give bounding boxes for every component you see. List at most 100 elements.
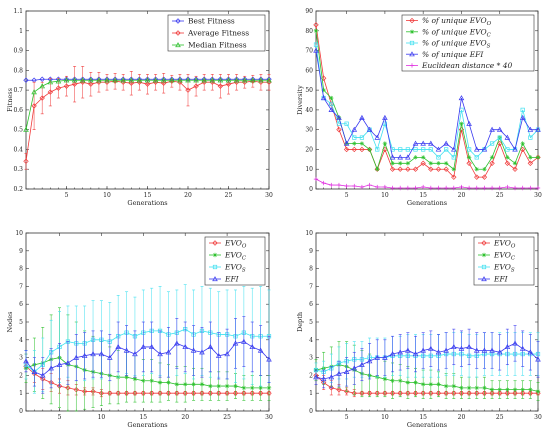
data-point xyxy=(183,382,188,387)
data-point xyxy=(489,126,495,132)
data-point xyxy=(436,155,441,160)
data-point xyxy=(535,154,541,161)
x-tick-label: 15 xyxy=(144,192,152,199)
data-point xyxy=(56,361,63,367)
data-point xyxy=(250,77,256,83)
data-point xyxy=(336,386,342,393)
data-point xyxy=(512,185,518,191)
data-point xyxy=(398,161,403,166)
data-point xyxy=(489,387,495,392)
data-point xyxy=(397,349,404,355)
data-point xyxy=(482,167,487,172)
data-point xyxy=(512,387,518,392)
data-point xyxy=(98,351,105,357)
x-tick-label: 5 xyxy=(58,414,62,421)
data-point xyxy=(412,140,419,146)
legend-entry: EVOO xyxy=(224,239,247,250)
y-tick-label: 1.1 xyxy=(13,8,23,15)
data-point xyxy=(115,343,121,350)
data-point xyxy=(182,343,189,350)
legend-entry: EFI xyxy=(224,275,240,284)
legend-entry: EFI xyxy=(493,275,509,284)
legend-marker xyxy=(481,264,487,270)
data-point xyxy=(474,385,479,391)
x-tick-label: 30 xyxy=(534,192,542,199)
data-point xyxy=(359,184,365,190)
series-3 xyxy=(23,77,272,132)
data-point xyxy=(474,155,479,160)
series-line xyxy=(25,80,269,162)
y-tick-label: 70 xyxy=(305,48,313,55)
data-point xyxy=(313,22,319,28)
data-point xyxy=(352,141,357,146)
data-point xyxy=(428,185,434,191)
x-tick-label: 10 xyxy=(381,414,389,421)
data-point xyxy=(497,387,502,392)
chart-panel-4: 0 1 2 3 4 5 6 7 8 9 10 5 10 15 20 25 30 Generations Depth E… xyxy=(296,230,542,429)
y-tick-label: 90 xyxy=(305,8,313,15)
series-line xyxy=(315,178,538,189)
data-point xyxy=(489,160,495,166)
data-point xyxy=(209,79,215,85)
data-point xyxy=(497,140,503,147)
data-point xyxy=(174,382,180,387)
data-point xyxy=(321,87,326,93)
data-point xyxy=(382,114,388,120)
data-point xyxy=(398,378,403,383)
data-point xyxy=(157,380,163,385)
data-point xyxy=(520,141,525,146)
legend-marker xyxy=(212,240,218,246)
data-point xyxy=(351,126,358,132)
data-point xyxy=(375,167,380,172)
data-point xyxy=(375,147,380,152)
data-point xyxy=(174,340,180,346)
data-point xyxy=(397,154,404,160)
data-point xyxy=(63,83,70,89)
data-point xyxy=(144,81,151,87)
data-point xyxy=(266,79,272,85)
y-tick-label: 10 xyxy=(305,166,313,173)
y-tick-label: 6 xyxy=(19,301,23,308)
y-tick-label: 0.7 xyxy=(13,87,23,94)
data-point xyxy=(199,349,205,355)
legend-marker xyxy=(212,264,218,270)
data-point xyxy=(443,166,449,172)
data-point xyxy=(266,385,272,391)
data-point xyxy=(496,126,503,132)
y-tick-label: 0 xyxy=(309,186,313,193)
data-point xyxy=(120,77,126,83)
data-point xyxy=(428,382,434,387)
y-tick-label: 80 xyxy=(305,28,313,35)
data-point xyxy=(266,77,272,83)
data-point xyxy=(459,385,464,391)
data-point xyxy=(420,184,426,190)
data-point xyxy=(320,376,327,382)
y-tick-label: 20 xyxy=(305,146,313,153)
data-point xyxy=(466,160,472,166)
y-tick-label: 7 xyxy=(19,283,23,290)
y-tick-label: 4 xyxy=(309,337,313,344)
data-point xyxy=(328,374,335,380)
data-point xyxy=(444,147,449,152)
x-tick-label: 20 xyxy=(184,192,192,199)
data-point xyxy=(39,372,46,378)
data-point xyxy=(528,387,533,392)
series-line xyxy=(25,328,269,373)
data-point xyxy=(527,160,534,166)
data-point xyxy=(520,185,525,191)
data-point xyxy=(249,343,256,350)
data-point xyxy=(31,368,38,374)
data-point xyxy=(359,141,365,146)
data-point xyxy=(201,79,207,85)
y-tick-label: 4 xyxy=(19,337,23,344)
data-point xyxy=(233,383,238,389)
data-point xyxy=(382,141,388,146)
legend-marker xyxy=(409,51,415,57)
legend-entry: Median Fitness xyxy=(188,41,247,50)
data-point xyxy=(185,77,191,83)
data-point xyxy=(258,385,263,391)
data-point xyxy=(482,185,487,191)
data-point xyxy=(352,135,357,140)
data-point xyxy=(527,349,534,355)
data-point xyxy=(23,158,29,165)
